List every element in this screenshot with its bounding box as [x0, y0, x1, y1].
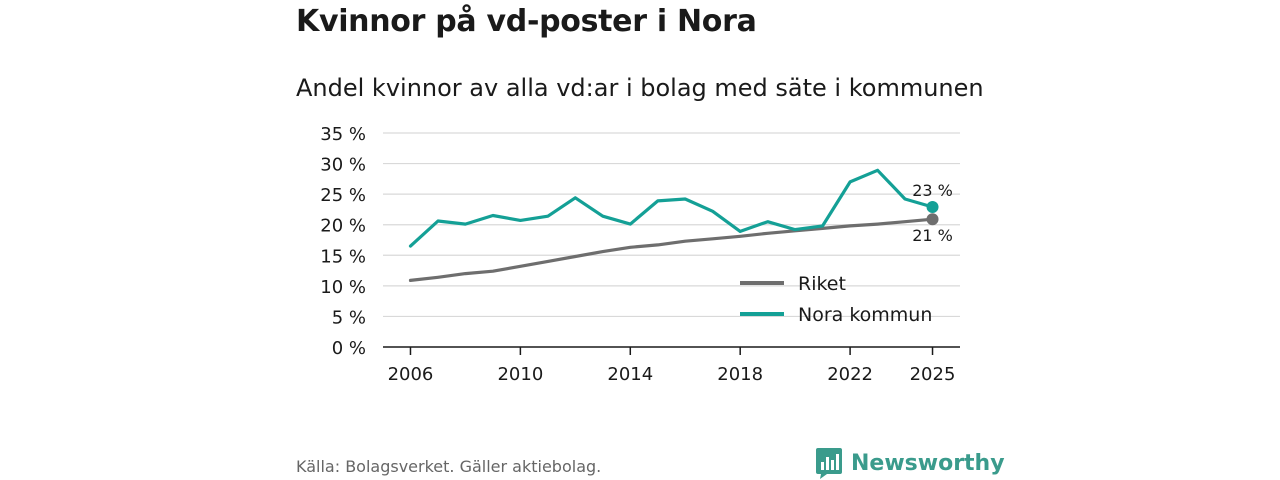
brand-name: Newsworthy	[851, 450, 1005, 476]
chart-subtitle: Andel kvinnor av alla vd:ar i bolag med …	[296, 74, 984, 102]
legend-label-nora: Nora kommun	[798, 304, 932, 326]
y-tick-label: 10 %	[320, 277, 366, 298]
y-tick-label: 30 %	[320, 155, 366, 176]
chart-title: Kvinnor på vd-poster i Nora	[296, 4, 757, 39]
series-line-nora	[408, 168, 935, 248]
x-tick-label: 2010	[497, 364, 543, 385]
end-point-nora	[926, 200, 939, 213]
legend-label-riket: Riket	[798, 273, 846, 295]
series-line-riket	[408, 217, 935, 282]
end-label-riket: 21 %	[912, 226, 953, 245]
end-point-riket	[926, 213, 939, 226]
y-tick-label: 5 %	[332, 307, 366, 328]
x-tick-label: 2025	[910, 364, 956, 385]
y-tick-label: 25 %	[320, 185, 366, 206]
x-tick-label: 2022	[827, 364, 873, 385]
x-tick-label: 2014	[607, 364, 653, 385]
x-tick-label: 2018	[717, 364, 763, 385]
x-tick-label: 2006	[388, 364, 434, 385]
source-note: Källa: Bolagsverket. Gäller aktiebolag.	[296, 457, 602, 476]
y-tick-label: 0 %	[332, 338, 366, 359]
brand-logo[interactable]: Newsworthy	[815, 446, 1005, 480]
newsworthy-logo-icon	[816, 448, 842, 479]
y-tick-label: 20 %	[320, 216, 366, 237]
y-tick-label: 35 %	[320, 124, 366, 145]
y-tick-label: 15 %	[320, 246, 366, 267]
end-label-nora: 23 %	[912, 181, 953, 200]
